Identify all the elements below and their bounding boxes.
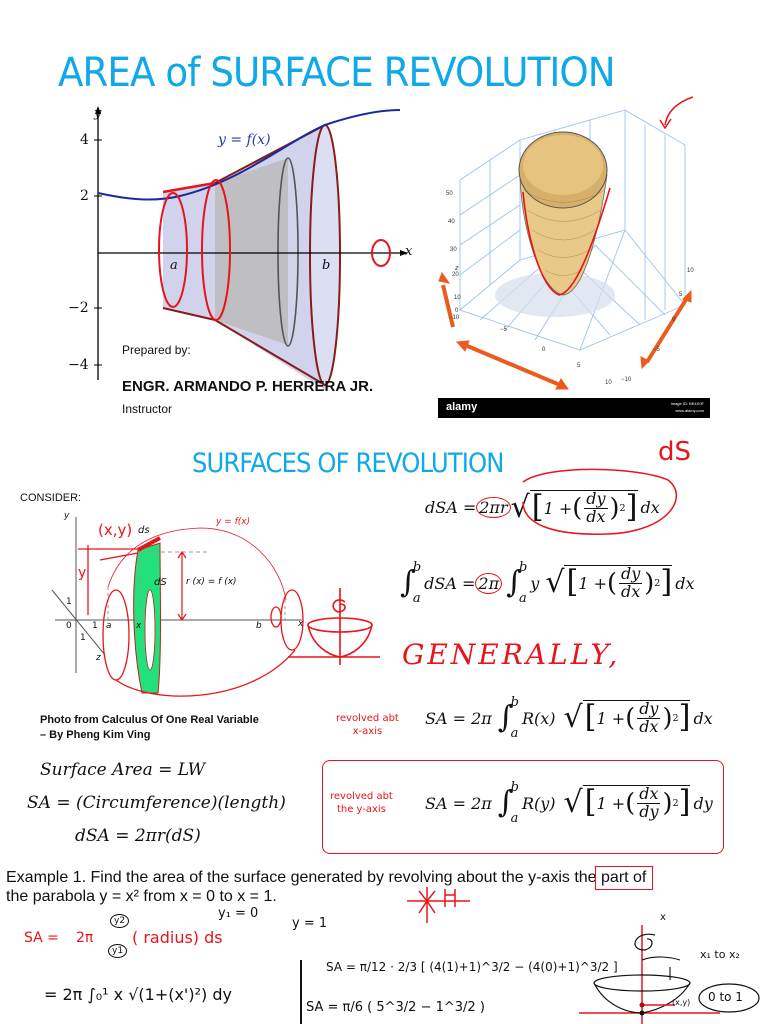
work-y1-eq: y₁ = 0 bbox=[218, 906, 259, 921]
surface-strip-figure: y (x,y) ds y = f(x) dS r (x) = f (x) y 0… bbox=[50, 505, 390, 705]
sketch-x-label: x bbox=[660, 912, 666, 923]
y-axis-highlight-box bbox=[595, 866, 653, 890]
b-label: b bbox=[256, 621, 262, 631]
ds-label: ds bbox=[138, 525, 150, 536]
x-tick-neg10: −10 bbox=[449, 315, 460, 321]
watermark-brand: alamy bbox=[446, 401, 478, 413]
y-tick-neg4: −4 bbox=[68, 357, 89, 373]
x-tick-0: 0 bbox=[542, 347, 546, 353]
curve-label: y = f(x) bbox=[218, 132, 271, 148]
work-y2-eq: y = 1 bbox=[292, 916, 328, 931]
x-tick-neg5: −5 bbox=[500, 327, 507, 333]
work-upper-limit: y2 bbox=[110, 914, 130, 928]
boxed-formula-y-axis bbox=[322, 760, 724, 854]
one-z-label: 1 bbox=[80, 633, 86, 643]
eq-sa-circumference: SA = (Circumference)(length) bbox=[27, 793, 286, 813]
z-axis-label: z bbox=[455, 265, 459, 272]
paraboloid-3d-plot: 50 40 30 20 10 0 z −10 −5 0 5 10 10 5 0 … bbox=[435, 95, 725, 425]
radius-label: r (x) = f (x) bbox=[186, 577, 237, 587]
z-tick-40: 40 bbox=[448, 219, 455, 225]
fig-x-axis: x bbox=[298, 619, 304, 629]
paraboloid-surface bbox=[438, 96, 694, 390]
watermark-url: www.alamy.com bbox=[675, 408, 704, 413]
note-y-axis: revolved abt the y-axis bbox=[330, 791, 393, 815]
curve-label-fig: y = f(x) bbox=[216, 517, 251, 527]
formula2-integrand: y bbox=[530, 573, 540, 593]
author-role: Instructor bbox=[122, 402, 173, 416]
z-tick-30: 30 bbox=[450, 247, 457, 253]
eq-dsa-2pir-ds: dSA = 2πr (dS) bbox=[75, 826, 201, 846]
y-annotation: y bbox=[78, 565, 87, 581]
page-title: AREA of SURFACE REVOLUTION bbox=[58, 50, 616, 96]
fig-y-axis: y bbox=[64, 511, 70, 521]
consider-label: CONSIDER: bbox=[20, 492, 82, 504]
formula2-lhs: dSA = bbox=[424, 573, 476, 593]
y-tick-2: 2 bbox=[80, 188, 89, 204]
revolution-solid-figure: y y = f(x) 4 2 −2 −4 a b x bbox=[60, 100, 420, 390]
watermark-id: Image ID: BE4X0F bbox=[670, 401, 704, 406]
y-tick-0: 0 bbox=[672, 317, 676, 323]
one-y-label: 1 bbox=[66, 597, 72, 607]
alamy-watermark-bar: alamy Image ID: BE4X0F www.alamy.com bbox=[438, 398, 710, 418]
formula-dsa-differential: dSA = 2πr √[1 + (dy dx) 2] dx bbox=[425, 490, 660, 526]
formula1-coef: 2πr bbox=[476, 497, 511, 519]
y-tick-10: 10 bbox=[687, 268, 694, 274]
generally-heading: GENERALLY, bbox=[402, 638, 621, 671]
formula1-lhs: dSA = bbox=[425, 498, 477, 518]
work-divider bbox=[300, 960, 302, 1024]
eq-surface-area-lw: Surface Area = LW bbox=[40, 760, 206, 780]
y-tick-neg5: −5 bbox=[653, 347, 660, 353]
origin-label: 0 bbox=[66, 621, 72, 631]
formula2-coef: 2π bbox=[475, 572, 503, 594]
bowl-sketch-icon bbox=[288, 588, 380, 665]
sketch-range-value: 0 to 1 bbox=[708, 990, 743, 1004]
x-tick-10: 10 bbox=[605, 380, 612, 386]
y-tick-5: 5 bbox=[679, 292, 683, 298]
parabola-revolution-sketch bbox=[579, 925, 760, 1024]
one-x-label: 1 bbox=[92, 621, 98, 631]
x-mark-label: x bbox=[136, 621, 142, 631]
note-x-axis: revolved abt x-axis bbox=[336, 713, 399, 737]
cross-sketch-icon bbox=[407, 887, 470, 923]
z-tick-20: 20 bbox=[452, 272, 459, 278]
sketch-point-label: (x,y) bbox=[672, 998, 691, 1007]
photo-credit: Photo from Calculus Of One Real Variable… bbox=[40, 714, 259, 741]
z-tick-10: 10 bbox=[454, 295, 461, 301]
author-name: ENGR. ARMANDO P. HERRERA JR. bbox=[122, 378, 374, 395]
work-lower-limit: y1 bbox=[108, 944, 128, 958]
x-tick-a: a bbox=[170, 258, 178, 273]
x-tick-b: b bbox=[322, 258, 331, 273]
y-tick-4: 4 bbox=[80, 132, 89, 148]
work-step3: SA = π/12 · 2/3 [ (4(1)+1)^3/2 − (4(0)+1… bbox=[326, 960, 618, 974]
dS-label: dS bbox=[154, 577, 167, 588]
prepared-by-label: Prepared by: bbox=[122, 343, 191, 357]
work-2pi: 2π bbox=[76, 930, 94, 946]
ds-annotation: dS bbox=[658, 437, 692, 467]
fig-z-axis: z bbox=[96, 653, 101, 663]
work-step4: SA = π/6 ( 5^3/2 − 1^3/2 ) bbox=[306, 1000, 485, 1015]
section-title: SURFACES OF REVOLUTION bbox=[192, 448, 504, 479]
x-tick-5: 5 bbox=[577, 363, 581, 369]
work-step2: = 2π ∫₀¹ x √(1+(x')²) dy bbox=[44, 985, 232, 1004]
formula1-diff: dx bbox=[640, 498, 660, 518]
ds-circle-annotation bbox=[522, 468, 678, 535]
point-annotation: (x,y) bbox=[98, 521, 133, 539]
work-radius-ds: ( radius) ds bbox=[132, 928, 223, 947]
solid-of-revolution-graph bbox=[94, 106, 408, 390]
y-axis-label: y bbox=[94, 106, 102, 121]
example-problem: Example 1. Find the area of the surface … bbox=[6, 869, 647, 906]
x-axis-label: x bbox=[405, 244, 413, 259]
z-tick-0: 0 bbox=[455, 308, 459, 314]
y-tick-neg10: −10 bbox=[621, 377, 632, 383]
y-tick-neg2: −2 bbox=[68, 300, 89, 316]
formula1-sqrt: √[1 + (dy dx) 2] bbox=[510, 489, 638, 526]
sketch-range-label: x₁ to x₂ bbox=[700, 948, 740, 961]
work-sa-label: SA = bbox=[24, 930, 59, 946]
z-tick-50: 50 bbox=[446, 191, 453, 197]
a-label: a bbox=[106, 621, 112, 631]
